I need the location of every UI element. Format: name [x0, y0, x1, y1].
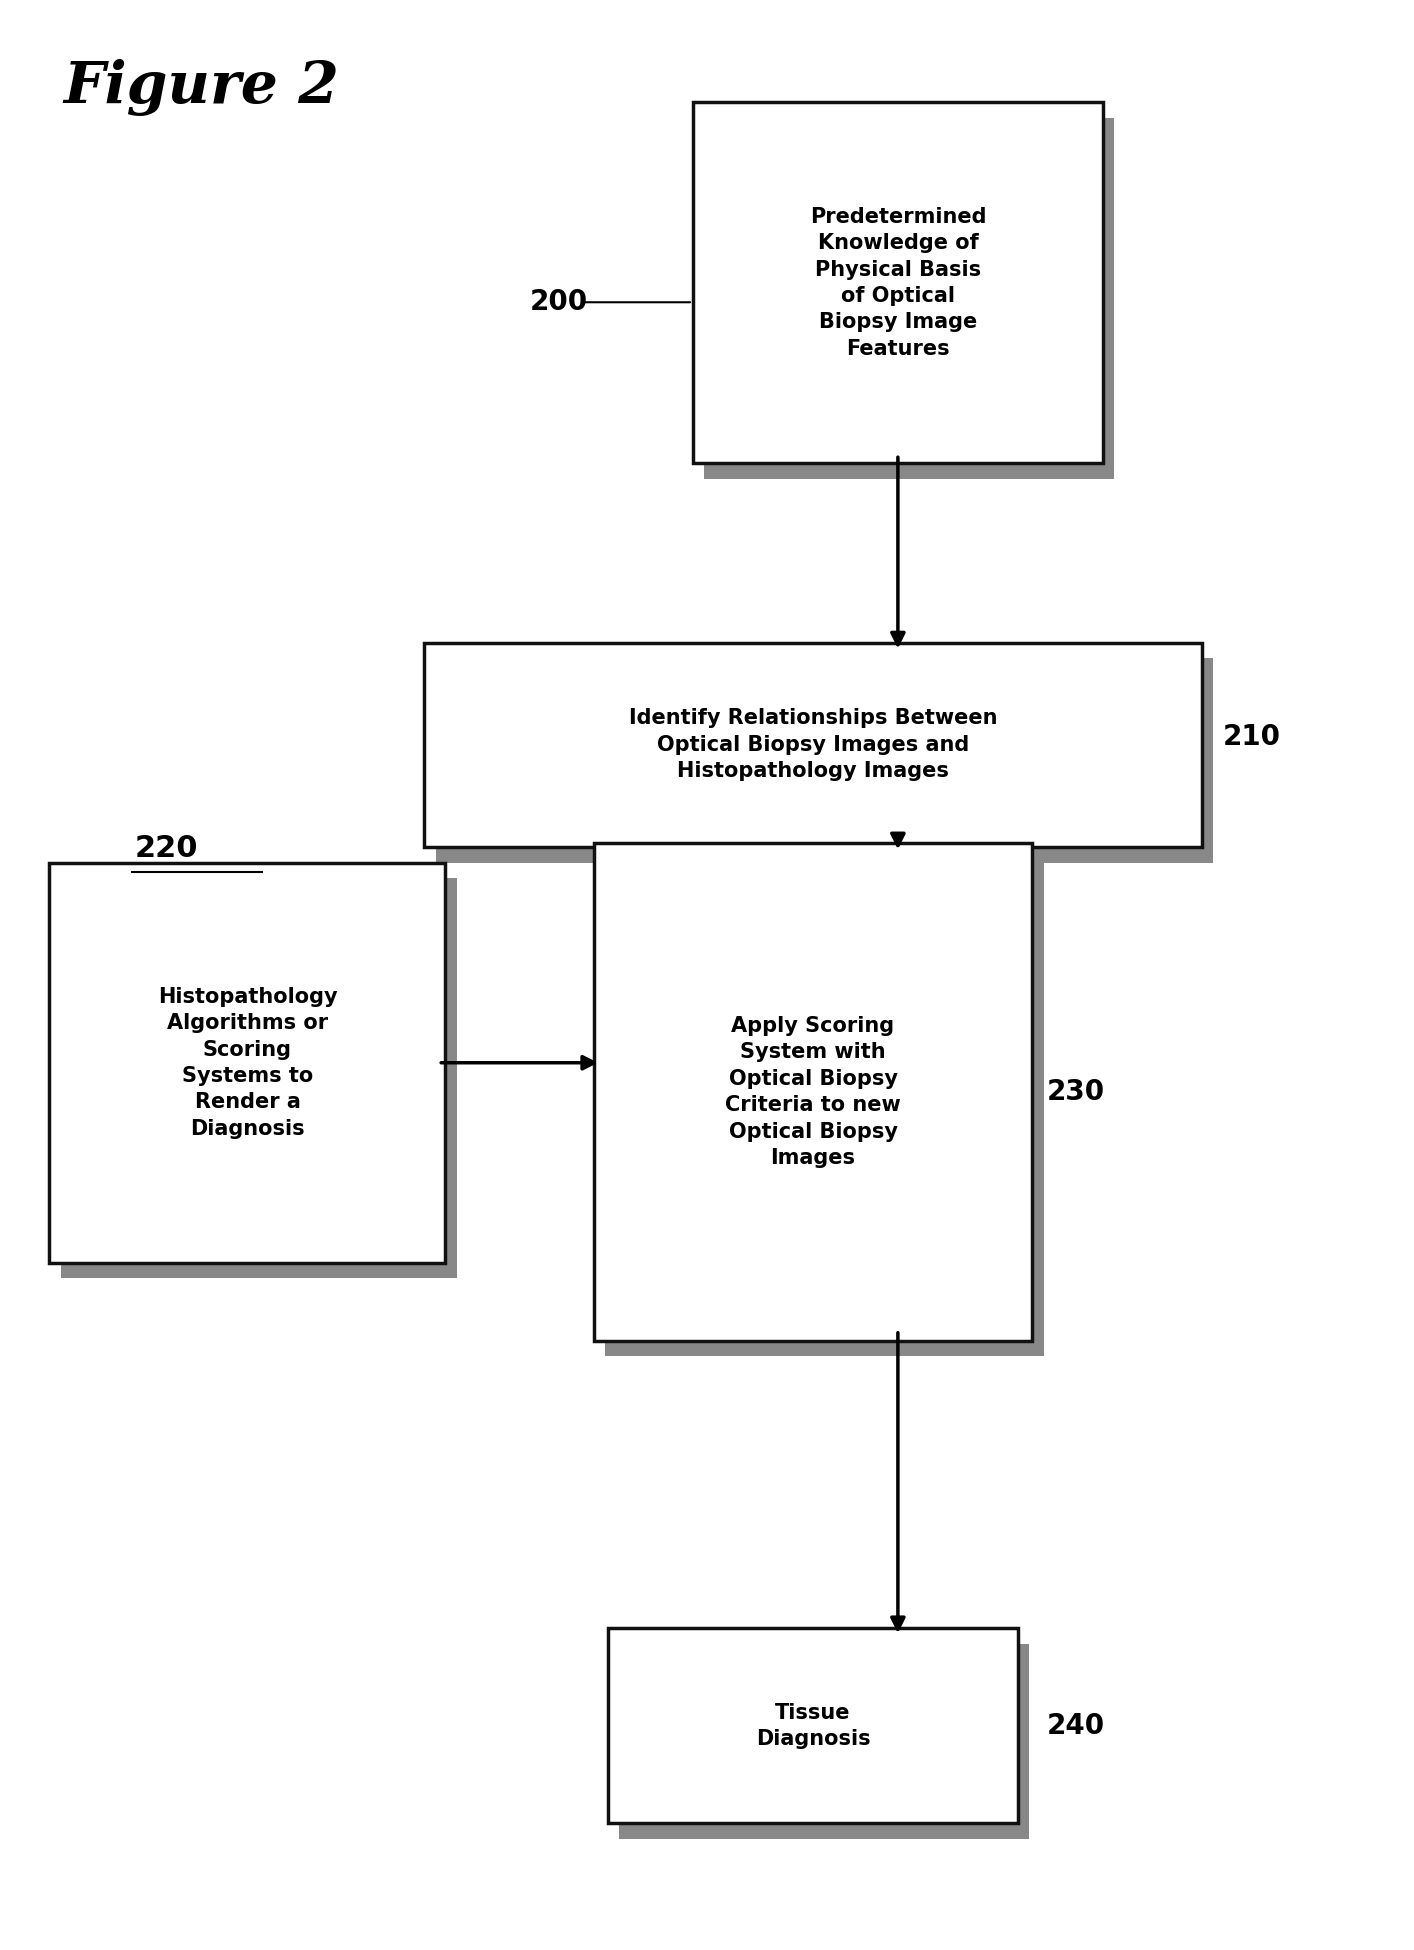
FancyBboxPatch shape [424, 644, 1202, 846]
FancyBboxPatch shape [49, 862, 445, 1264]
FancyBboxPatch shape [594, 842, 1032, 1342]
FancyBboxPatch shape [704, 117, 1114, 480]
Text: 240: 240 [1046, 1712, 1104, 1739]
Text: 220: 220 [134, 835, 198, 862]
Text: 230: 230 [1046, 1078, 1104, 1106]
Text: Figure 2: Figure 2 [64, 58, 339, 117]
Text: Histopathology
Algorithms or
Scoring
Systems to
Render a
Diagnosis: Histopathology Algorithms or Scoring Sys… [157, 987, 338, 1139]
FancyBboxPatch shape [605, 858, 1044, 1357]
Text: Apply Scoring
System with
Optical Biopsy
Criteria to new
Optical Biopsy
Images: Apply Scoring System with Optical Biopsy… [725, 1016, 901, 1168]
Text: Tissue
Diagnosis: Tissue Diagnosis [755, 1702, 871, 1749]
FancyBboxPatch shape [693, 101, 1103, 464]
FancyBboxPatch shape [619, 1644, 1029, 1839]
Text: 210: 210 [1223, 723, 1281, 751]
Text: Predetermined
Knowledge of
Physical Basis
of Optical
Biopsy Image
Features: Predetermined Knowledge of Physical Basi… [810, 207, 986, 359]
Text: Identify Relationships Between
Optical Biopsy Images and
Histopathology Images: Identify Relationships Between Optical B… [629, 708, 997, 782]
FancyBboxPatch shape [608, 1628, 1018, 1823]
Text: 200: 200 [530, 289, 588, 316]
FancyBboxPatch shape [61, 878, 457, 1279]
FancyBboxPatch shape [436, 659, 1213, 862]
